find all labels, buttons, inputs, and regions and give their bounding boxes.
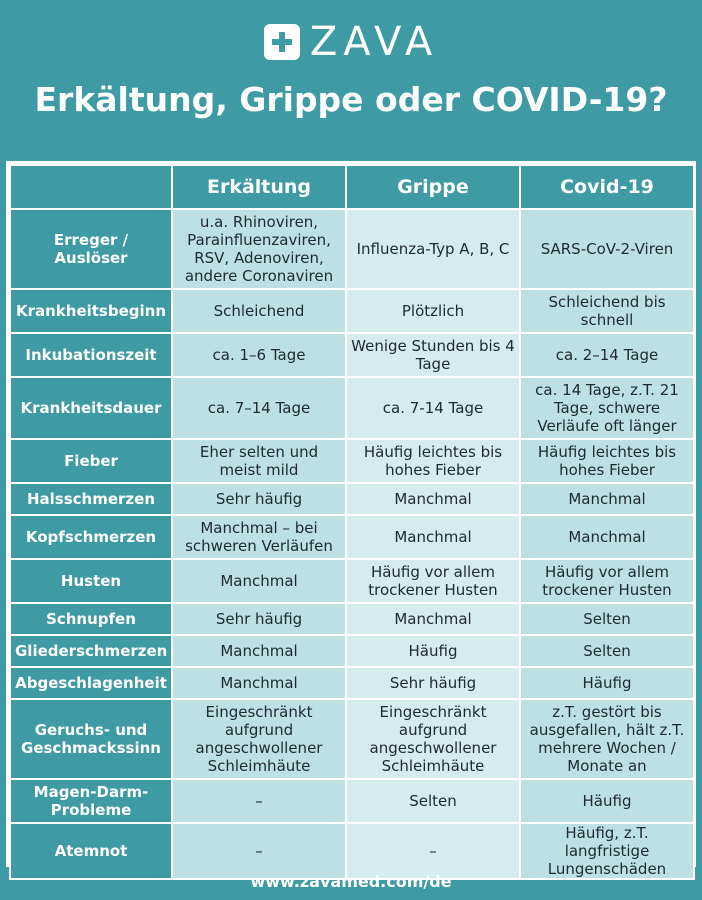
column-header: Erkältung: [171, 164, 347, 210]
brand-name: ZAVA: [309, 19, 439, 65]
row-label: Husten: [9, 558, 173, 604]
table-cell: Häufig vor allem trockener Husten: [519, 558, 695, 604]
table-cell: ca. 7–14 Tage: [171, 376, 347, 440]
medical-cross-icon: [263, 24, 300, 60]
table-cell: Wenige Stunden bis 4 Tage: [345, 332, 521, 378]
table-row: Husten Manchmal Häufig vor allem trocken…: [9, 558, 695, 604]
table-cell: Häufig: [345, 634, 521, 668]
table-row: Halsschmerzen Sehr häufig Manchmal Manch…: [9, 482, 695, 516]
brand-logo: ZAVA: [0, 22, 702, 62]
table-cell: Häufig, z.T. langfristige Lungenschäden: [519, 822, 695, 880]
table-cell: Plötzlich: [345, 288, 521, 334]
row-label: Fieber: [9, 438, 173, 484]
row-label: Gliederschmerzen: [9, 634, 173, 668]
table-row: Abgeschlagenheit Manchmal Sehr häufig Hä…: [9, 666, 695, 700]
header-row: Erkältung Grippe Covid-19: [9, 164, 695, 210]
table-row: Fieber Eher selten und meist mild Häufig…: [9, 438, 695, 484]
row-label: Kopfschmerzen: [9, 514, 173, 560]
column-header: Covid-19: [519, 164, 695, 210]
row-label: Krankheitsbeginn: [9, 288, 173, 334]
table-cell: Manchmal: [345, 602, 521, 636]
table-cell: ca. 7-14 Tage: [345, 376, 521, 440]
table-row: Schnupfen Sehr häufig Manchmal Selten: [9, 602, 695, 636]
row-label: Halsschmerzen: [9, 482, 173, 516]
row-label: Geruchs- und Geschmackssinn: [9, 698, 173, 780]
table-cell: ca. 14 Tage, z.T. 21 Tage, schwere Verlä…: [519, 376, 695, 440]
table-cell: Influenza-Typ A, B, C: [345, 208, 521, 290]
table-cell: Manchmal: [519, 482, 695, 516]
table-cell: Sehr häufig: [171, 482, 347, 516]
row-label: Schnupfen: [9, 602, 173, 636]
table-row: Inkubationszeit ca. 1–6 Tage Wenige Stun…: [9, 332, 695, 378]
table-row: Krankheitsdauer ca. 7–14 Tage ca. 7-14 T…: [9, 376, 695, 440]
table-cell: Manchmal: [345, 482, 521, 516]
column-header: Grippe: [345, 164, 521, 210]
table-cell: ca. 1–6 Tage: [171, 332, 347, 378]
table-cell: Manchmal: [519, 514, 695, 560]
table-cell: Sehr häufig: [345, 666, 521, 700]
table-cell: –: [171, 822, 347, 880]
row-label: Abgeschlagenheit: [9, 666, 173, 700]
table-cell: Manchmal: [171, 634, 347, 668]
table-cell: Eingeschränkt aufgrund angeschwollener S…: [171, 698, 347, 780]
table-cell: Selten: [519, 602, 695, 636]
table-cell: –: [171, 778, 347, 824]
table-cell: Häufig leichtes bis hohes Fieber: [519, 438, 695, 484]
table-cell: Häufig vor allem trockener Husten: [345, 558, 521, 604]
table-cell: SARS-CoV-2-Viren: [519, 208, 695, 290]
table-row: Gliederschmerzen Manchmal Häufig Selten: [9, 634, 695, 668]
table-row: Geruchs- und Geschmackssinn Eingeschränk…: [9, 698, 695, 780]
table-row: Atemnot – – Häufig, z.T. langfristige Lu…: [9, 822, 695, 880]
table-cell: u.a. Rhinoviren, Parainfluenzaviren, RSV…: [171, 208, 347, 290]
row-label: Magen-Darm-Probleme: [9, 778, 173, 824]
table-cell: Sehr häufig: [171, 602, 347, 636]
table-cell: Eher selten und meist mild: [171, 438, 347, 484]
footer-url: www.zavamed.com/de: [250, 872, 452, 891]
table-cell: Eingeschränkt aufgrund angeschwollener S…: [345, 698, 521, 780]
row-label: Inkubationszeit: [9, 332, 173, 378]
table-row: Erreger / Auslöser u.a. Rhinoviren, Para…: [9, 208, 695, 290]
page-title: Erkältung, Grippe oder COVID-19?: [34, 80, 668, 119]
table-row: Krankheitsbeginn Schleichend Plötzlich S…: [9, 288, 695, 334]
comparison-table: Erkältung Grippe Covid-19 Erreger / Ausl…: [9, 164, 695, 880]
table-cell: Manchmal: [345, 514, 521, 560]
table-cell: Häufig leichtes bis hohes Fieber: [345, 438, 521, 484]
table-cell: Schleichend: [171, 288, 347, 334]
table-cell: z.T. gestört bis ausgefallen, hält z.T. …: [519, 698, 695, 780]
table-row: Kopfschmerzen Manchmal – bei schweren Ve…: [9, 514, 695, 560]
table-cell: Häufig: [519, 666, 695, 700]
row-label: Erreger / Auslöser: [9, 208, 173, 290]
row-label: Krankheitsdauer: [9, 376, 173, 440]
row-label: Atemnot: [9, 822, 173, 880]
table-cell: Manchmal – bei schweren Verläufen: [171, 514, 347, 560]
table-cell: ca. 2–14 Tage: [519, 332, 695, 378]
table-cell: Manchmal: [171, 558, 347, 604]
table-cell: –: [345, 822, 521, 880]
table-row: Magen-Darm-Probleme – Selten Häufig: [9, 778, 695, 824]
comparison-table-container: Erkältung Grippe Covid-19 Erreger / Ausl…: [6, 161, 696, 880]
table-cell: Manchmal: [171, 666, 347, 700]
table-cell: Schleichend bis schnell: [519, 288, 695, 334]
corner-cell: [9, 164, 173, 210]
table-cell: Selten: [345, 778, 521, 824]
table-cell: Selten: [519, 634, 695, 668]
table-cell: Häufig: [519, 778, 695, 824]
